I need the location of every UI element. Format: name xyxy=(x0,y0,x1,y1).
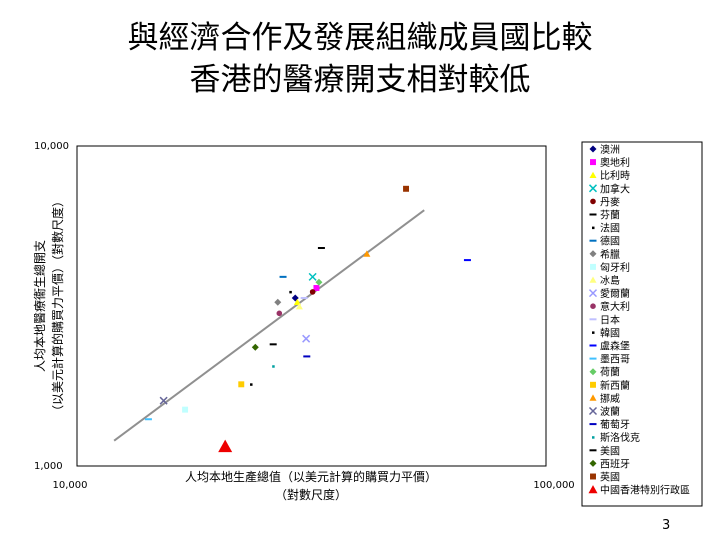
legend-label: 日本 xyxy=(600,313,620,326)
data-point xyxy=(182,406,189,413)
legend-marker xyxy=(589,171,597,178)
data-point xyxy=(293,298,301,305)
data-point xyxy=(295,303,303,310)
legend-marker xyxy=(590,303,596,310)
legend-label: 波蘭 xyxy=(600,405,620,418)
legend-marker xyxy=(592,226,595,230)
legend-marker xyxy=(589,213,597,216)
legend-label: 加拿大 xyxy=(600,182,630,195)
legend-label: 澳洲 xyxy=(600,143,620,156)
legend-label: 法國 xyxy=(600,222,620,235)
legend-label: 比利時 xyxy=(600,170,630,182)
legend-marker xyxy=(588,485,598,494)
slide-title-line-1: 與經濟合作及發展組織成員國比較 xyxy=(127,20,593,56)
legend-label: 芬蘭 xyxy=(600,209,620,222)
page-number: 3 xyxy=(662,518,671,533)
legend-marker xyxy=(589,423,597,426)
legend-label: 匈牙利 xyxy=(600,261,630,274)
legend-box xyxy=(581,141,703,507)
data-point xyxy=(315,278,323,286)
legend-label: 丹麥 xyxy=(600,195,620,208)
data-point xyxy=(303,355,311,358)
data-point xyxy=(317,247,325,250)
legend-label: 愛爾蘭 xyxy=(600,287,630,300)
data-point xyxy=(300,296,308,299)
legend-marker xyxy=(590,159,596,166)
data-point xyxy=(302,334,311,343)
y-axis-title: 人均本地醫療衞生總開支 xyxy=(32,240,47,372)
data-point xyxy=(309,289,316,295)
legend-label: 新西蘭 xyxy=(600,379,630,392)
legend-label: 意大利 xyxy=(600,300,630,313)
x-tick-label: 10,000 xyxy=(53,480,88,491)
legend-marker xyxy=(588,406,598,416)
legend-marker xyxy=(590,473,596,480)
legend-marker xyxy=(589,276,597,283)
x-axis-title: 人均本地生產總值（以美元計算的購買力平價） xyxy=(185,469,437,484)
legend-marker xyxy=(589,145,597,153)
legend-marker xyxy=(592,436,595,439)
legend-marker xyxy=(589,394,597,401)
data-point xyxy=(313,285,320,291)
data-point xyxy=(238,381,245,388)
legend-label: 挪威 xyxy=(600,392,620,405)
legend-label: 荷蘭 xyxy=(600,366,620,379)
y-axis-title: （以美元計算的購買力平價）（對數尺度） xyxy=(50,195,65,417)
data-point xyxy=(159,396,168,405)
legend-label: 盧森堡 xyxy=(600,340,630,353)
legend-marker xyxy=(589,250,597,258)
y-tick-label: 10,000 xyxy=(34,141,69,152)
data-point xyxy=(289,290,292,294)
data-point xyxy=(403,185,410,192)
legend-label: 斯洛伐克 xyxy=(600,431,640,444)
plot-area xyxy=(76,145,547,467)
legend-label: 韓國 xyxy=(600,327,620,339)
legend-marker xyxy=(589,318,597,321)
legend-marker xyxy=(589,344,597,347)
legend-marker xyxy=(588,289,598,298)
legend-marker xyxy=(589,357,597,360)
legend-marker xyxy=(589,239,597,242)
legend-marker xyxy=(590,198,596,205)
y-tick-label: 1,000 xyxy=(34,461,63,472)
data-point xyxy=(250,383,253,386)
legend-label: 葡萄牙 xyxy=(600,418,630,431)
data-point xyxy=(272,365,275,368)
legend-label: 冰島 xyxy=(600,274,620,287)
legend-label: 墨西哥 xyxy=(600,354,630,366)
legend-marker xyxy=(589,449,597,452)
x-tick-label: 100,000 xyxy=(533,480,574,491)
legend-label: 奧地利 xyxy=(600,156,630,169)
legend-label: 德國 xyxy=(600,235,620,248)
data-point xyxy=(218,439,233,453)
legend-marker xyxy=(588,184,598,193)
x-axis-title: （對數尺度） xyxy=(275,487,347,502)
data-point xyxy=(463,259,471,262)
data-point xyxy=(251,343,259,351)
legend-marker xyxy=(590,263,596,270)
legend-marker xyxy=(592,331,595,334)
data-point xyxy=(308,272,317,281)
legend-marker xyxy=(589,459,597,467)
data-point xyxy=(274,298,282,306)
data-point xyxy=(269,343,277,346)
data-point xyxy=(144,418,152,421)
legend-label: 希臘 xyxy=(600,248,620,261)
legend-label: 中國香港特別行政區 xyxy=(600,484,690,497)
slide-title-line-2: 香港的醫療開支相對較低 xyxy=(189,62,531,98)
data-point xyxy=(279,275,287,278)
data-point xyxy=(363,250,371,257)
legend-label: 英國 xyxy=(600,471,620,484)
legend-marker xyxy=(590,381,596,388)
legend-marker xyxy=(589,368,597,376)
data-point xyxy=(276,310,283,317)
legend-label: 西班牙 xyxy=(600,458,630,470)
legend-label: 美國 xyxy=(600,444,620,457)
